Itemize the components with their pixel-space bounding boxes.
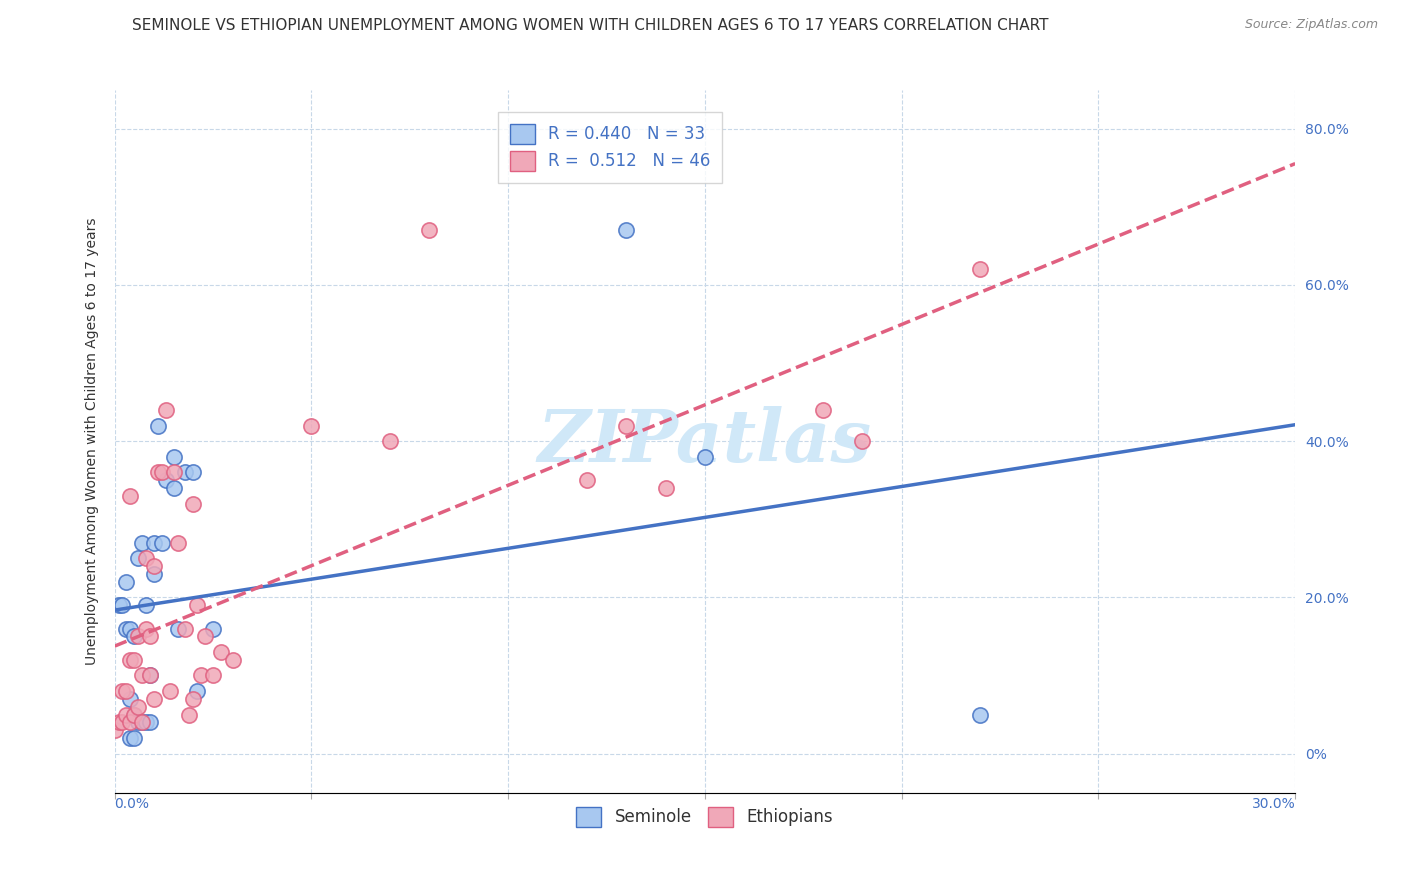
Point [179,707,201,722]
Point [111,598,134,612]
Point [135,715,157,730]
Point [131,668,153,682]
Point [111,684,134,698]
Point [103,723,125,738]
Point [209,645,232,659]
Point [135,551,157,566]
Point [181,466,204,480]
Point [139,715,162,730]
Point [142,692,165,706]
Point [155,403,177,417]
Point [111,715,134,730]
Legend: Seminole, Ethiopians: Seminole, Ethiopians [569,800,841,833]
Point [186,598,208,612]
Point [418,223,440,237]
Point [201,668,224,682]
Point [378,434,401,449]
Point [115,707,138,722]
Point [221,653,243,667]
Point [135,622,157,636]
Point [142,535,165,549]
Point [181,497,204,511]
Point [120,622,142,636]
Point [811,403,834,417]
Point [162,481,184,495]
Point [575,473,598,487]
Point [115,684,138,698]
Point [122,731,145,745]
Point [190,668,212,682]
Point [181,692,204,706]
Point [142,566,165,581]
Point [166,622,188,636]
Text: SEMINOLE VS ETHIOPIAN UNEMPLOYMENT AMONG WOMEN WITH CHILDREN AGES 6 TO 17 YEARS : SEMINOLE VS ETHIOPIAN UNEMPLOYMENT AMONG… [132,18,1049,33]
Point [614,418,637,433]
Point [122,707,145,722]
Point [120,692,142,706]
Point [186,684,208,698]
Point [166,535,188,549]
Point [139,668,162,682]
Text: 0.0%: 0.0% [114,797,149,811]
Point [127,699,149,714]
Point [142,559,165,574]
Point [150,466,173,480]
Point [122,629,145,643]
Y-axis label: Unemployment Among Women with Children Ages 6 to 17 years: Unemployment Among Women with Children A… [86,218,100,665]
Point [115,574,138,589]
Point [127,715,149,730]
Text: 30.0%: 30.0% [1251,797,1295,811]
Point [127,629,149,643]
Point [139,629,162,643]
Point [115,622,138,636]
Point [120,653,142,667]
Point [146,418,169,433]
Text: ZIPatlas: ZIPatlas [538,406,872,476]
Point [969,262,991,277]
Point [299,418,322,433]
Point [127,551,149,566]
Point [120,731,142,745]
Point [162,466,184,480]
Point [201,622,224,636]
Point [122,653,145,667]
Point [122,707,145,722]
Point [654,481,676,495]
Point [131,535,153,549]
Point [194,629,217,643]
Point [162,450,184,464]
Text: Source: ZipAtlas.com: Source: ZipAtlas.com [1244,18,1378,31]
Point [107,598,129,612]
Point [693,450,716,464]
Point [120,489,142,503]
Point [131,715,153,730]
Point [159,684,181,698]
Point [174,466,197,480]
Point [107,715,129,730]
Point [146,466,169,480]
Point [614,223,637,237]
Point [174,622,197,636]
Point [120,715,142,730]
Point [155,473,177,487]
Point [969,707,991,722]
Point [139,668,162,682]
Point [135,598,157,612]
Point [150,535,173,549]
Point [131,715,153,730]
Point [851,434,873,449]
